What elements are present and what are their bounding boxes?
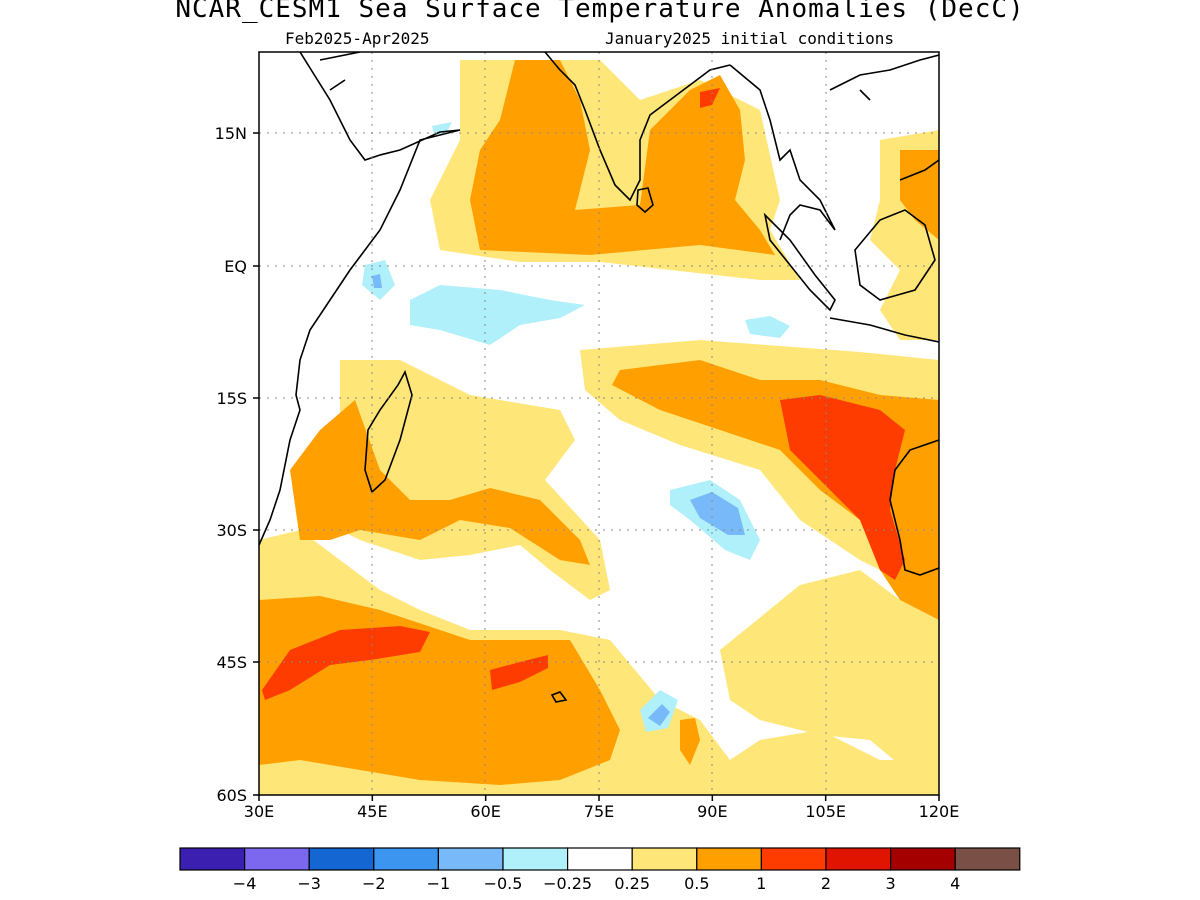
lon-tick-label: 105E [805, 802, 846, 821]
colorbar-label: 1 [756, 874, 766, 893]
arabia-coastline [319, 52, 361, 91]
colorbar-label: −0.25 [543, 874, 592, 893]
lon-tick-label: 60E [470, 802, 500, 821]
colorbar-swatch [954, 847, 1021, 871]
colorbar-label: −0.5 [484, 874, 523, 893]
colorbar-swatch [889, 847, 956, 871]
colorbar-label: −3 [297, 874, 321, 893]
coastlines [259, 52, 939, 703]
colorbar-swatch [179, 847, 246, 871]
colorbar-swatch [308, 847, 375, 871]
lat-tick-label: 15N [215, 124, 247, 143]
lat-tick-label: 60S [216, 786, 247, 805]
colorbar-label: −2 [362, 874, 386, 893]
colorbar: −4 −3 −2 −1 −0.5 −0.25 0.25 0.5 1 2 3 4 [179, 847, 1021, 893]
anomaly-region-red [262, 626, 430, 700]
colorbar-swatch [373, 847, 439, 871]
anomaly-region-light-blue [372, 274, 382, 288]
gridlines [259, 52, 939, 795]
lat-tick-label: 45S [216, 653, 247, 672]
colorbar-label: −1 [427, 874, 451, 893]
anomaly-region-light-cyan [410, 285, 585, 345]
anomaly-region-orange [680, 718, 700, 765]
anomaly-region-red [700, 88, 720, 108]
lon-tick-label: 120E [919, 802, 960, 821]
java-coastline [829, 317, 939, 343]
forecast-period: Feb2025-Apr2025 [285, 29, 430, 48]
africa-coastline [259, 52, 461, 546]
colorbar-label: 0.25 [614, 874, 650, 893]
lat-tick-label: 15S [216, 389, 247, 408]
colorbar-label: 3 [886, 874, 896, 893]
borneo-coastline [854, 209, 936, 301]
anomaly-region-orange [290, 400, 590, 565]
southeast-asia-coastline [729, 64, 836, 241]
lat-tick-label: EQ [224, 257, 247, 276]
lat-tick-label: 30S [216, 521, 247, 540]
colorbar-swatch [825, 847, 892, 871]
philippines-coastline [899, 159, 939, 181]
initial-conditions: January2025 initial conditions [605, 29, 894, 48]
lon-tick-label: 75E [584, 802, 614, 821]
colorbar-label: 0.5 [684, 874, 709, 893]
colorbar-swatch [760, 847, 827, 871]
kerguelen-coastline [550, 691, 568, 703]
anomaly-region-red [780, 395, 905, 580]
anomaly-region-light-cyan [745, 316, 790, 338]
anomaly-region-light-blue [690, 492, 745, 535]
sumatra-coastline [763, 212, 836, 312]
map-title: NCAR_CESM1 Sea Surface Temperature Anoma… [175, 0, 1025, 24]
anomaly-region-red [490, 655, 548, 690]
anomaly-region-orange [900, 150, 939, 240]
anomaly-field [259, 52, 939, 795]
colorbar-swatch [437, 847, 504, 871]
australia-coastline [889, 439, 939, 576]
anomaly-region-orange [470, 60, 775, 255]
colorbar-swatch [566, 847, 633, 871]
colorbar-swatch [502, 847, 569, 871]
anomaly-region-light-blue [648, 704, 670, 726]
lon-tick-label: 90E [697, 802, 727, 821]
colorbar-swatch [244, 847, 310, 871]
colorbar-swatch [631, 847, 698, 871]
lon-tick-label: 45E [357, 802, 387, 821]
india-coastline [544, 52, 731, 202]
china-coastline [829, 54, 939, 101]
colorbar-label: 4 [950, 874, 960, 893]
colorbar-label: 2 [821, 874, 831, 893]
axis-labels: 30E 45E 60E 75E 90E 105E 120E 15N EQ 15S 30S 45S 60S [215, 124, 960, 821]
anomaly-region-light-yellow [720, 570, 939, 765]
colorbar-swatch [696, 847, 762, 871]
sri-lanka-coastline [636, 187, 654, 214]
colorbar-label: −4 [233, 874, 257, 893]
lon-tick-label: 30E [244, 802, 274, 821]
